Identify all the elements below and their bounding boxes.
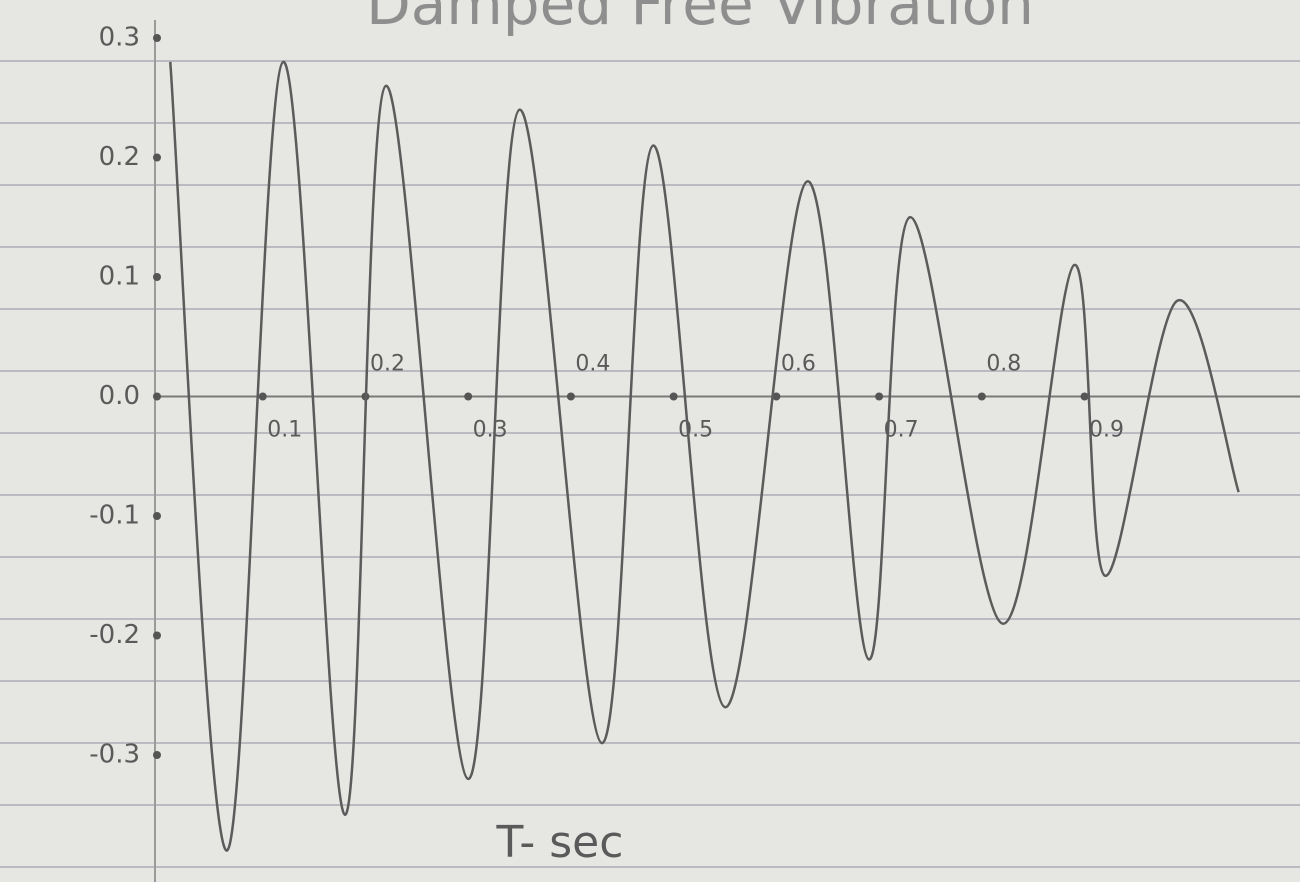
y-tick-label: 0.0	[99, 381, 140, 411]
x-tick-mark	[875, 393, 883, 401]
x-tick-label: 0.9	[1089, 418, 1124, 443]
x-axis-label: T- sec	[496, 817, 624, 868]
y-tick-label: 0.3	[99, 23, 140, 53]
page: {"chart_data": { "type": "line", "title"…	[0, 0, 1300, 882]
x-tick-label: 0.3	[473, 418, 508, 443]
y-tick-label: -0.2	[89, 620, 140, 650]
x-tick-mark	[259, 393, 267, 401]
y-tick-label: 0.1	[99, 262, 140, 292]
y-tick-mark	[153, 154, 161, 162]
x-tick-label: 0.2	[370, 352, 405, 377]
x-tick-label: 0.6	[781, 352, 816, 377]
y-tick-label: -0.1	[89, 501, 140, 531]
x-tick-mark	[978, 393, 986, 401]
x-tick-mark	[567, 393, 575, 401]
vibration-curve	[170, 62, 1238, 851]
y-tick-mark	[153, 512, 161, 520]
y-tick-mark	[153, 34, 161, 42]
x-tick-label: 0.5	[678, 418, 713, 443]
x-tick-label: 0.1	[267, 418, 302, 443]
y-tick-mark	[153, 393, 161, 401]
chart-title: Damped Free Vibration	[366, 0, 1034, 38]
y-tick-mark	[153, 273, 161, 281]
x-tick-mark	[464, 393, 472, 401]
y-tick-mark	[153, 751, 161, 759]
x-tick-label: 0.4	[575, 352, 610, 377]
x-tick-mark	[1081, 393, 1089, 401]
y-tick-label: -0.3	[89, 740, 140, 770]
x-tick-mark	[670, 393, 678, 401]
chart: Damped Free Vibration T- sec 0.3 0.2 0.1 0.…	[0, 0, 1300, 882]
y-tick-mark	[153, 632, 161, 640]
x-tick-label: 0.8	[986, 352, 1021, 377]
y-tick-label: 0.2	[99, 142, 140, 172]
